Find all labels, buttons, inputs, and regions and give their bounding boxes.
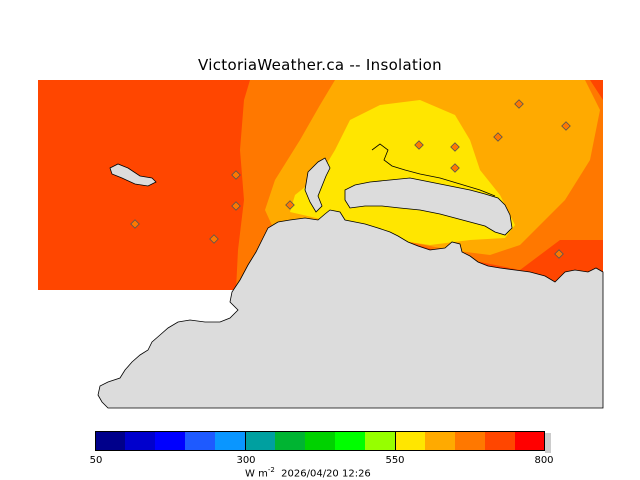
coastline-channel bbox=[371, 143, 496, 197]
station-marker bbox=[450, 142, 460, 152]
colorbar-segment bbox=[275, 431, 305, 451]
colorbar-segment bbox=[365, 431, 395, 451]
colorbar-tick-label: 300 bbox=[236, 455, 256, 466]
colorbar-segment bbox=[455, 431, 485, 451]
station-marker bbox=[554, 249, 564, 259]
unit-exponent: -2 bbox=[267, 466, 275, 474]
colorbar bbox=[95, 431, 555, 453]
colorbar-segment bbox=[395, 431, 425, 451]
station-marker bbox=[450, 163, 460, 173]
colorbar-segment bbox=[515, 431, 545, 451]
station-marker bbox=[231, 170, 241, 180]
land-mass bbox=[97, 209, 604, 409]
coastline-inlet bbox=[304, 157, 331, 213]
station-marker bbox=[514, 99, 524, 109]
station-marker bbox=[493, 132, 503, 142]
colorbar-segment bbox=[425, 431, 455, 451]
colorbar-tick-label: 550 bbox=[385, 455, 405, 466]
colorbar-caption: W m-2 2026/04/20 12:26 bbox=[245, 466, 371, 479]
colorbar-segment bbox=[185, 431, 215, 451]
colorbar-shadow bbox=[545, 433, 551, 453]
unit-label: W m bbox=[245, 468, 268, 480]
colorbar-tick-label: 50 bbox=[89, 455, 103, 466]
station-marker bbox=[561, 121, 571, 131]
station-marker bbox=[285, 200, 295, 210]
colorbar-segment bbox=[245, 431, 275, 451]
station-marker bbox=[414, 140, 424, 150]
colorbar-segment bbox=[155, 431, 185, 451]
colorbar-tick-label: 800 bbox=[534, 455, 554, 466]
colorbar-segment bbox=[95, 431, 125, 451]
timestamp: 2026/04/20 12:26 bbox=[281, 468, 371, 480]
colorbar-segment bbox=[485, 431, 515, 451]
chart-title: VictoriaWeather.ca -- Insolation bbox=[198, 56, 442, 74]
colorbar-segment bbox=[335, 431, 365, 451]
station-markers bbox=[130, 99, 571, 259]
colorbar-segment bbox=[305, 431, 335, 451]
colorbar-segment bbox=[125, 431, 155, 451]
colorbar-segment bbox=[215, 431, 245, 451]
coastline-island-east bbox=[344, 177, 513, 236]
coastline-island-west bbox=[109, 163, 157, 187]
station-marker bbox=[209, 234, 219, 244]
station-marker bbox=[231, 201, 241, 211]
station-marker bbox=[130, 219, 140, 229]
